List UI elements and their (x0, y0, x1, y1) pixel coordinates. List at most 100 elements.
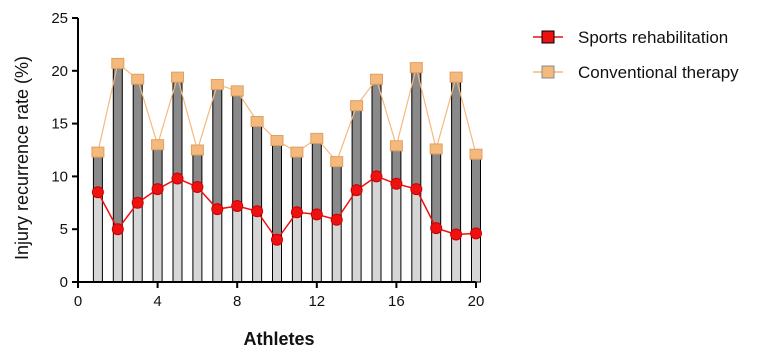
point-sports-rehabilitation-13 (330, 213, 343, 226)
y-tick-label-5: 5 (60, 221, 68, 238)
legend-marker-sports-rehabilitation (541, 30, 555, 44)
point-sports-rehabilitation-15 (370, 170, 383, 183)
point-conventional-therapy-16 (389, 140, 403, 152)
legend-label-conventional-therapy: Conventional therapy (578, 63, 739, 82)
point-sports-rehabilitation-3 (131, 196, 144, 209)
bar-lower-17 (411, 188, 422, 283)
line-conventional-therapy (97, 62, 477, 163)
point-conventional-therapy-3 (131, 73, 145, 85)
bar-lower-1 (92, 191, 103, 283)
bar-upper-17 (411, 67, 422, 190)
bar-upper-14 (351, 105, 362, 191)
x-tick-label-20: 20 (468, 293, 485, 310)
point-sports-rehabilitation-14 (350, 184, 363, 197)
x-axis-title: Athletes (243, 329, 314, 349)
bars-layer (92, 62, 481, 283)
point-conventional-therapy-5 (171, 71, 184, 83)
bar-lower-12 (311, 213, 322, 283)
bar-lower-15 (371, 175, 382, 283)
point-conventional-therapy-10 (270, 134, 284, 146)
point-sports-rehabilitation-16 (390, 177, 403, 190)
bar-upper-3 (132, 78, 143, 204)
bar-lower-8 (232, 205, 243, 283)
point-sports-rehabilitation-7 (211, 203, 224, 216)
point-conventional-therapy-13 (330, 156, 344, 168)
point-sports-rehabilitation-19 (450, 228, 463, 241)
bar-upper-7 (212, 84, 223, 210)
point-conventional-therapy-11 (290, 146, 304, 158)
y-tick-label-25: 25 (51, 10, 68, 27)
axes-layer (77, 18, 476, 283)
bar-upper-9 (252, 120, 263, 212)
point-conventional-therapy-7 (210, 79, 224, 91)
point-sports-rehabilitation-1 (91, 186, 104, 199)
bar-lower-18 (431, 227, 442, 283)
x-tick-label-12: 12 (308, 293, 325, 310)
point-sports-rehabilitation-20 (470, 227, 482, 240)
point-conventional-therapy-14 (350, 100, 364, 112)
point-conventional-therapy-15 (370, 73, 383, 85)
point-sports-rehabilitation-4 (151, 183, 164, 196)
ticks-layer: 0 5 10 15 20 25 0 4 8 12 16 20 (51, 10, 484, 310)
bar-lower-13 (331, 219, 342, 283)
point-sports-rehabilitation-12 (310, 208, 323, 221)
point-sports-rehabilitation-10 (271, 233, 283, 246)
bar-lower-20 (471, 232, 481, 283)
bar-upper-15 (371, 78, 382, 177)
point-conventional-therapy-2 (111, 57, 125, 69)
bar-lower-5 (172, 178, 183, 283)
lines-layer (91, 57, 483, 246)
y-tick-label-0: 0 (60, 274, 68, 291)
x-tick-label-16: 16 (388, 293, 405, 310)
point-sports-rehabilitation-18 (430, 222, 443, 235)
bar-lower-7 (212, 208, 223, 283)
point-conventional-therapy-9 (250, 115, 264, 127)
y-axis-title: Injury recurrence rate (%) (12, 56, 32, 260)
bar-lower-14 (351, 189, 362, 283)
y-tick-label-15: 15 (51, 116, 68, 133)
bar-upper-13 (331, 161, 342, 221)
bar-lower-4 (152, 188, 163, 283)
x-tick-label-0: 0 (74, 293, 82, 310)
legend: Sports rehabilitation Conventional thera… (533, 28, 739, 82)
y-tick-label-10: 10 (51, 168, 68, 185)
bar-upper-18 (431, 148, 442, 229)
bar-lower-6 (192, 186, 203, 283)
bar-upper-8 (232, 90, 243, 207)
x-tick-label-8: 8 (233, 293, 241, 310)
point-conventional-therapy-17 (409, 62, 423, 74)
point-conventional-therapy-4 (151, 139, 165, 151)
y-tick-label-20: 20 (51, 63, 68, 80)
point-conventional-therapy-12 (310, 132, 324, 144)
bar-upper-10 (272, 139, 282, 241)
point-conventional-therapy-1 (91, 146, 105, 158)
point-sports-rehabilitation-5 (171, 172, 184, 185)
bar-upper-20 (471, 153, 481, 234)
point-sports-rehabilitation-8 (231, 199, 244, 212)
bar-upper-19 (451, 76, 462, 235)
legend-item-sports-rehabilitation: Sports rehabilitation (533, 28, 728, 47)
bar-upper-5 (172, 76, 183, 180)
point-sports-rehabilitation-17 (410, 183, 423, 196)
point-conventional-therapy-8 (230, 85, 244, 97)
bar-upper-1 (92, 151, 103, 193)
bar-upper-12 (311, 137, 322, 215)
bar-upper-2 (112, 62, 123, 230)
legend-marker-conventional-therapy (541, 65, 555, 79)
point-conventional-therapy-6 (190, 144, 204, 156)
point-sports-rehabilitation-9 (251, 205, 264, 218)
legend-label-sports-rehabilitation: Sports rehabilitation (578, 28, 728, 47)
bar-lower-10 (272, 239, 282, 283)
point-sports-rehabilitation-6 (191, 180, 204, 193)
bar-upper-4 (152, 144, 163, 190)
point-conventional-therapy-18 (429, 143, 443, 155)
x-tick-label-4: 4 (153, 293, 161, 310)
bar-lower-3 (132, 202, 143, 283)
bar-lower-19 (451, 233, 462, 283)
point-conventional-therapy-20 (469, 148, 483, 160)
bar-lower-2 (112, 228, 123, 283)
bar-upper-11 (291, 151, 302, 213)
bar-lower-9 (252, 210, 263, 283)
bar-lower-16 (391, 183, 402, 283)
